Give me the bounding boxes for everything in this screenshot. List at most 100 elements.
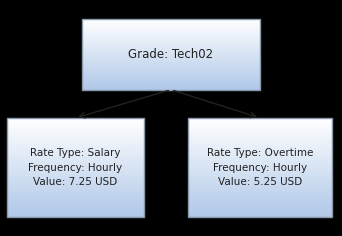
Bar: [82, 36, 260, 37]
Bar: [82, 57, 260, 58]
Bar: [188, 193, 332, 194]
Bar: [7, 191, 144, 192]
Bar: [82, 68, 260, 69]
Bar: [7, 193, 144, 194]
Bar: [82, 58, 260, 59]
Bar: [188, 161, 332, 162]
Bar: [82, 60, 260, 61]
Bar: [7, 163, 144, 164]
Bar: [188, 189, 332, 190]
Bar: [82, 33, 260, 34]
Bar: [82, 25, 260, 26]
Bar: [188, 167, 332, 168]
Bar: [82, 49, 260, 50]
Bar: [7, 208, 144, 209]
Bar: [82, 81, 260, 82]
Bar: [188, 150, 332, 151]
Bar: [188, 190, 332, 191]
Bar: [188, 147, 332, 148]
Bar: [188, 142, 332, 143]
Bar: [188, 208, 332, 209]
Bar: [188, 176, 332, 177]
Bar: [82, 66, 260, 67]
Bar: [188, 182, 332, 183]
Bar: [188, 156, 332, 157]
Bar: [188, 118, 332, 119]
Bar: [82, 42, 260, 43]
Bar: [188, 197, 332, 198]
Bar: [82, 89, 260, 90]
Bar: [188, 146, 332, 147]
Bar: [82, 38, 260, 39]
Text: Rate Type: Salary
Frequency: Hourly
Value: 7.25 USD: Rate Type: Salary Frequency: Hourly Valu…: [28, 148, 122, 187]
Bar: [188, 209, 332, 210]
Bar: [188, 154, 332, 155]
Bar: [82, 41, 260, 42]
Bar: [188, 148, 332, 149]
Bar: [7, 154, 144, 155]
Bar: [7, 137, 144, 138]
Bar: [82, 73, 260, 74]
Bar: [188, 183, 332, 184]
Bar: [7, 128, 144, 129]
Bar: [82, 59, 260, 60]
Bar: [188, 204, 332, 205]
Bar: [188, 211, 332, 212]
Bar: [7, 150, 144, 151]
Bar: [7, 215, 144, 216]
Bar: [82, 39, 260, 40]
Bar: [82, 46, 260, 47]
Bar: [188, 119, 332, 120]
Bar: [188, 140, 332, 141]
Bar: [188, 196, 332, 197]
Bar: [82, 34, 260, 35]
Bar: [82, 71, 260, 72]
Bar: [82, 51, 260, 52]
Bar: [188, 137, 332, 138]
Bar: [188, 186, 332, 187]
Bar: [82, 28, 260, 29]
Bar: [7, 118, 144, 217]
Bar: [82, 86, 260, 87]
Bar: [188, 159, 332, 160]
Bar: [7, 174, 144, 176]
Text: Rate Type: Overtime
Frequency: Hourly
Value: 5.25 USD: Rate Type: Overtime Frequency: Hourly Va…: [207, 148, 313, 187]
Bar: [82, 29, 260, 30]
Bar: [188, 136, 332, 137]
Bar: [7, 197, 144, 198]
Bar: [188, 141, 332, 142]
Bar: [188, 206, 332, 207]
Bar: [7, 195, 144, 196]
Bar: [7, 158, 144, 159]
Bar: [188, 158, 332, 159]
Bar: [7, 145, 144, 146]
Bar: [188, 187, 332, 188]
Bar: [7, 167, 144, 168]
Bar: [7, 189, 144, 190]
Bar: [7, 131, 144, 132]
Bar: [7, 141, 144, 142]
Bar: [7, 149, 144, 150]
Bar: [188, 125, 332, 126]
Bar: [82, 69, 260, 70]
Bar: [188, 126, 332, 127]
Bar: [7, 187, 144, 188]
Bar: [7, 194, 144, 195]
Bar: [188, 162, 332, 163]
Bar: [7, 118, 144, 119]
Bar: [188, 188, 332, 189]
Bar: [188, 143, 332, 144]
Bar: [7, 200, 144, 201]
Bar: [188, 128, 332, 129]
Bar: [7, 168, 144, 169]
Bar: [82, 45, 260, 46]
Bar: [188, 172, 332, 173]
Bar: [7, 172, 144, 173]
Bar: [82, 27, 260, 28]
Bar: [82, 65, 260, 66]
Bar: [82, 54, 260, 55]
Bar: [188, 153, 332, 154]
Bar: [7, 185, 144, 186]
Bar: [7, 125, 144, 126]
Bar: [188, 133, 332, 134]
